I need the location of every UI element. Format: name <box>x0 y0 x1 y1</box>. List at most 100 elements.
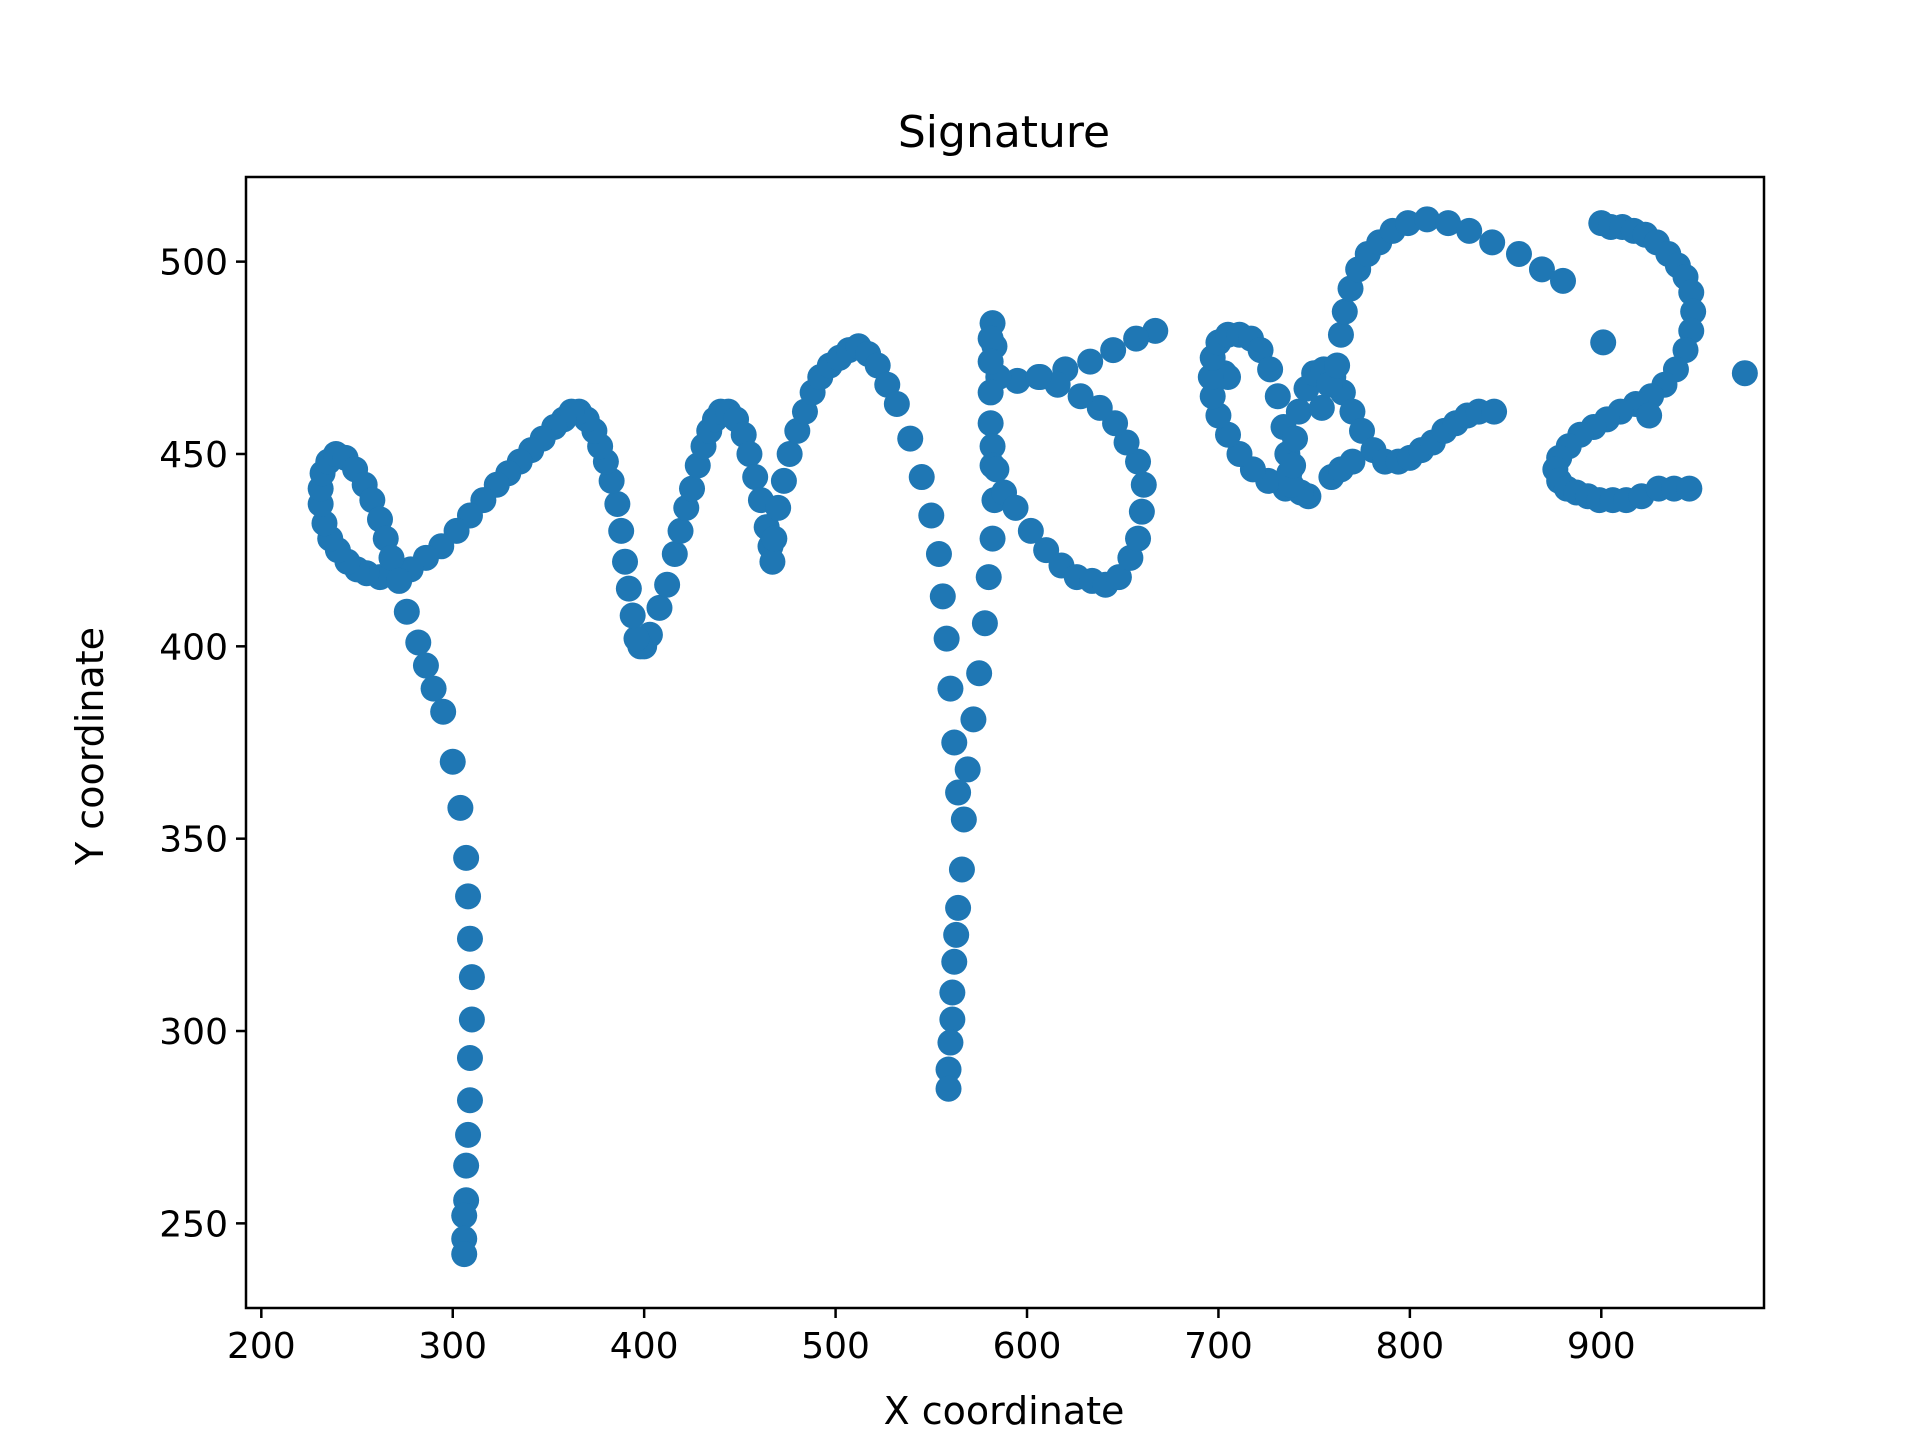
scatter-point <box>393 598 420 625</box>
scatter-point <box>439 748 466 775</box>
scatter-point <box>456 1044 483 1071</box>
x-tick-label: 300 <box>418 1326 487 1367</box>
scatter-point <box>945 894 972 921</box>
scatter-point <box>1125 525 1152 552</box>
x-tick-label: 500 <box>801 1326 870 1367</box>
scatter-point <box>1226 440 1253 467</box>
scatter-point <box>1282 425 1309 452</box>
scatter-point <box>458 1006 485 1033</box>
scatter-point <box>1025 364 1052 391</box>
scatter-point <box>453 844 480 871</box>
scatter-point <box>1215 421 1242 448</box>
scatter-point <box>619 602 646 629</box>
scatter-point <box>608 517 635 544</box>
x-tick-label: 200 <box>227 1326 296 1367</box>
scatter-point <box>1105 564 1132 591</box>
scatter-point <box>1324 352 1351 379</box>
scatter-point <box>937 1029 964 1056</box>
scatter-point <box>1479 229 1506 256</box>
scatter-point <box>451 1202 478 1229</box>
scatter-point <box>420 675 447 702</box>
scatter-point <box>456 1087 483 1114</box>
scatter-point <box>770 467 797 494</box>
scatter-point <box>455 1121 482 1148</box>
scatter-point <box>604 490 631 517</box>
scatter-point <box>1339 398 1366 425</box>
scatter-point <box>1285 398 1312 425</box>
scatter-point <box>1067 383 1094 410</box>
scatter-point <box>1435 210 1462 237</box>
scatter-point <box>864 352 891 379</box>
y-axis-label: Y coordinate <box>68 627 112 866</box>
scatter-point <box>960 706 987 733</box>
scatter-point <box>935 1075 962 1102</box>
scatter-point <box>742 464 769 491</box>
x-tick-label: 800 <box>1376 1326 1445 1367</box>
scatter-point <box>933 625 960 652</box>
chart-title: Signature <box>898 107 1110 158</box>
scatter-point <box>1247 337 1274 364</box>
x-tick-label: 600 <box>993 1326 1062 1367</box>
scatter-point <box>1130 471 1157 498</box>
scatter-point <box>1100 337 1127 364</box>
scatter-point <box>1197 364 1224 391</box>
scatter-point <box>948 856 975 883</box>
scatter-point <box>1528 256 1555 283</box>
y-tick-label: 250 <box>159 1204 228 1245</box>
scatter-point <box>983 456 1010 483</box>
y-tick-label: 450 <box>159 435 228 476</box>
scatter-point <box>765 494 792 521</box>
scatter-point <box>612 548 639 575</box>
scatter-point <box>939 1006 966 1033</box>
scatter-point <box>908 464 935 491</box>
y-tick-label: 350 <box>159 820 228 861</box>
scatter-point <box>918 502 945 529</box>
scatter-point <box>950 806 977 833</box>
scatter-point <box>1308 394 1335 421</box>
scatter-point <box>1550 267 1577 294</box>
scatter-point <box>661 541 688 567</box>
plot-area-frame <box>244 175 1766 1310</box>
x-tick-label: 700 <box>1184 1326 1253 1367</box>
scatter-point <box>1590 329 1617 356</box>
scatter-point <box>311 510 338 537</box>
scatter-point <box>1414 206 1441 233</box>
scatter-point <box>1086 394 1113 421</box>
scatter-point <box>623 625 650 652</box>
y-tick-label: 300 <box>159 1012 228 1053</box>
scatter-point <box>386 567 413 594</box>
x-tick-label: 400 <box>610 1326 679 1367</box>
scatter-point <box>1077 348 1104 375</box>
scatter-point <box>447 794 474 821</box>
scatter-point <box>667 517 694 544</box>
scatter-point <box>1125 448 1152 475</box>
scatter-point <box>776 440 803 467</box>
scatter-point <box>458 964 485 991</box>
scatter-point <box>1128 498 1155 525</box>
x-axis-label: X coordinate <box>884 1389 1125 1433</box>
scatter-point <box>935 1056 962 1083</box>
scatter-point <box>1123 325 1150 352</box>
scatter-point <box>456 925 483 952</box>
scatter-point <box>615 575 642 602</box>
scatter-point <box>929 583 956 610</box>
scatter-point <box>943 921 970 948</box>
y-axis: 250 300 350 400 450 500 <box>159 243 246 1245</box>
x-tick-label: 900 <box>1567 1326 1636 1367</box>
scatter-point <box>874 371 901 398</box>
scatter-point <box>971 610 998 637</box>
scatter-point <box>941 948 968 975</box>
scatter-point <box>1456 217 1483 244</box>
scatter-point <box>679 475 706 502</box>
scatter-point <box>378 544 405 571</box>
scatter-point <box>455 883 482 910</box>
scatter-point <box>1280 452 1307 479</box>
scatter-point <box>1278 471 1305 498</box>
scatter-point <box>966 660 993 687</box>
x-axis: 200 300 400 500 600 700 800 900 <box>227 1308 1636 1367</box>
scatter-point <box>1636 402 1663 429</box>
scatter-point <box>1331 298 1358 325</box>
scatter-point <box>405 629 432 656</box>
scatter-point <box>759 548 786 575</box>
